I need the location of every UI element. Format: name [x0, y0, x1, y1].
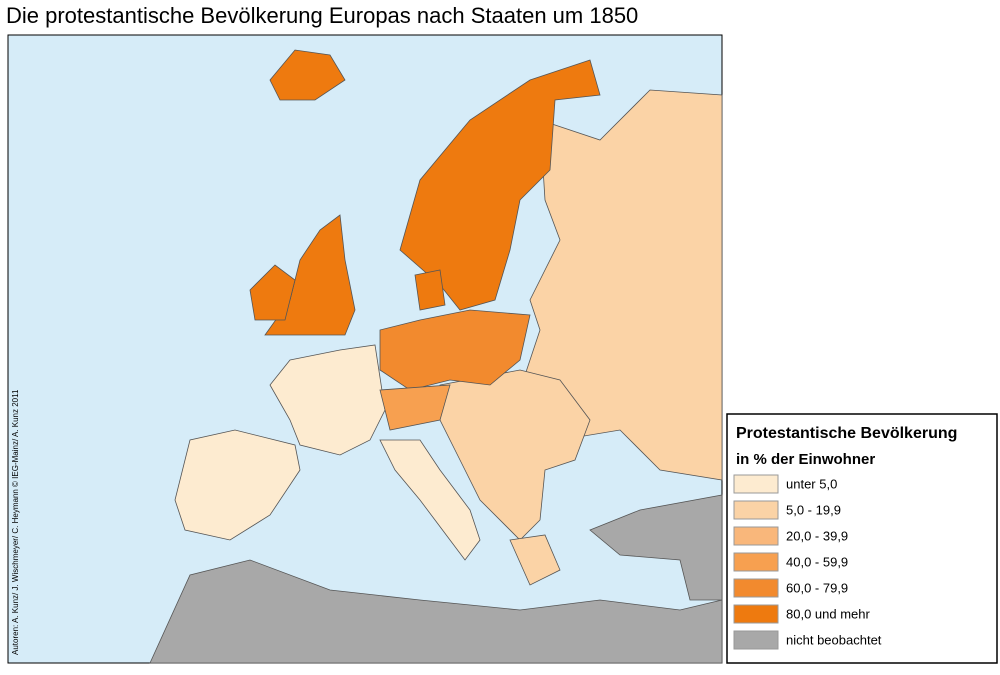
map: Autoren: A. Kunz/ J. Wischmeyer/ C. Heym… [7, 34, 723, 664]
legend-label: 80,0 und mehr [786, 606, 871, 621]
legend-swatch [733, 630, 779, 650]
iceland [269, 49, 346, 101]
legend-swatch [733, 474, 779, 494]
legend-swatch [733, 578, 779, 598]
ireland [249, 264, 296, 321]
legend-title: Protestantische Bevölkerung [736, 425, 957, 442]
austria-balkans [439, 369, 591, 541]
denmark [414, 269, 446, 311]
legend-label: 5,0 - 19,9 [786, 502, 841, 517]
legend-swatch [733, 526, 779, 546]
north-germany [379, 309, 531, 391]
iberia [174, 429, 301, 541]
south-germany [379, 384, 451, 431]
legend-swatch [733, 604, 779, 624]
legend-label: nicht beobachtet [786, 632, 882, 647]
greece [509, 534, 561, 586]
legend-label: 40,0 - 59,9 [786, 554, 848, 569]
france [269, 344, 386, 456]
legend: Protestantische Bevölkerung in % der Ein… [726, 413, 998, 664]
asia-minor [589, 494, 723, 601]
legend-label: 60,0 - 79,9 [786, 580, 848, 595]
italy [379, 439, 481, 561]
title: Die protestantische Bevölkerung Europas … [6, 3, 638, 28]
legend-subtitle: in % der Einwohner [736, 451, 875, 468]
scandinavia [399, 59, 601, 311]
legend-label: unter 5,0 [786, 476, 837, 491]
legend-swatch [733, 552, 779, 572]
russia [519, 89, 723, 481]
legend-swatch [733, 500, 779, 520]
legend-label: 20,0 - 39,9 [786, 528, 848, 543]
africa [149, 559, 723, 664]
credit: Autoren: A. Kunz/ J. Wischmeyer/ C. Heym… [11, 389, 20, 655]
